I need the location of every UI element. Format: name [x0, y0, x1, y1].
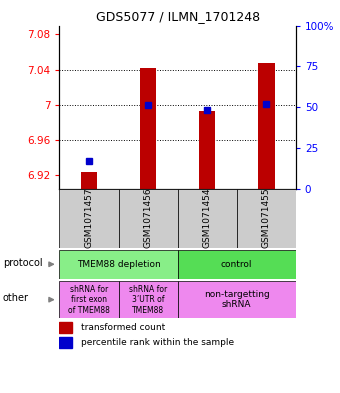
Bar [119, 281, 177, 318]
Bar [177, 281, 296, 318]
Text: other: other [3, 293, 29, 303]
Bar [59, 322, 72, 333]
Bar [258, 62, 274, 189]
Text: TMEM88 depletion: TMEM88 depletion [77, 260, 160, 269]
Text: protocol: protocol [3, 258, 43, 268]
Bar [177, 250, 296, 279]
Bar [177, 189, 237, 248]
Text: percentile rank within the sample: percentile rank within the sample [81, 338, 234, 347]
Text: transformed count: transformed count [81, 323, 165, 332]
Text: control: control [221, 260, 253, 269]
Bar [140, 68, 156, 189]
Text: shRNA for
3’UTR of
TMEM88: shRNA for 3’UTR of TMEM88 [129, 285, 167, 314]
Bar [59, 250, 177, 279]
Bar [81, 172, 97, 189]
Text: GSM1071455: GSM1071455 [262, 188, 271, 248]
Title: GDS5077 / ILMN_1701248: GDS5077 / ILMN_1701248 [96, 10, 260, 23]
Text: shRNA for
first exon
of TMEM88: shRNA for first exon of TMEM88 [68, 285, 110, 314]
Bar [237, 189, 296, 248]
Text: GSM1071454: GSM1071454 [203, 188, 212, 248]
Bar [59, 189, 119, 248]
Bar [59, 337, 72, 348]
Bar [119, 189, 177, 248]
Bar [199, 111, 216, 189]
Text: GSM1071457: GSM1071457 [85, 188, 94, 248]
Text: non-targetting
shRNA: non-targetting shRNA [204, 290, 270, 309]
Text: GSM1071456: GSM1071456 [143, 188, 153, 248]
Bar [59, 281, 119, 318]
